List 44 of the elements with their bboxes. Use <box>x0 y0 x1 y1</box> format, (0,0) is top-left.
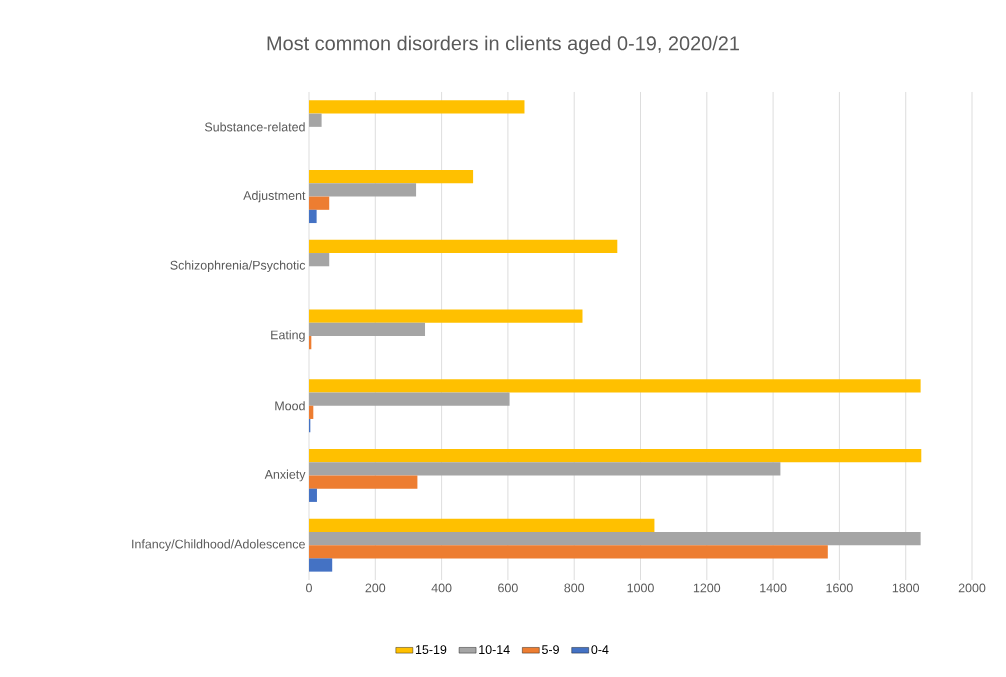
chart-title: Most common disorders in clients aged 0-19, 2020/21 <box>267 35 739 55</box>
bar <box>309 545 828 559</box>
bar <box>309 100 525 114</box>
x-tick-label: 1000 <box>627 583 654 593</box>
bar <box>309 392 510 406</box>
y-tick-label: Adjustment <box>243 190 306 203</box>
bar <box>309 183 417 197</box>
bar <box>309 518 655 532</box>
y-tick-label: Schizophrenia/Psychotic <box>170 260 306 273</box>
legend-label: 0-4 <box>591 645 609 655</box>
bar <box>309 475 418 489</box>
bar <box>309 448 922 463</box>
bar <box>309 253 330 267</box>
y-tick-label: Eating <box>271 330 305 342</box>
bar <box>309 558 333 572</box>
x-tick-label: 800 <box>564 583 585 593</box>
x-tick-label: 400 <box>431 583 452 593</box>
legend-label: 10-14 <box>479 645 510 655</box>
bar <box>309 462 781 476</box>
bar <box>309 113 322 127</box>
y-tick-label: Substance-related <box>204 122 305 132</box>
bar <box>309 322 426 336</box>
bar <box>309 239 618 254</box>
x-tick-label: 1800 <box>892 583 920 593</box>
bar <box>309 209 317 224</box>
y-tick-label: Anxiety <box>264 469 306 482</box>
x-tick-label: 2000 <box>958 583 986 593</box>
bar <box>309 405 314 419</box>
legend-label: 5-9 <box>542 645 559 655</box>
bar <box>309 309 583 323</box>
y-tick-label: Infancy/Childhood/Adolescence <box>132 539 305 551</box>
legend-label: 15-19 <box>415 645 447 655</box>
x-tick-label: 0 <box>306 583 312 593</box>
x-tick-label: 600 <box>498 583 518 593</box>
bar <box>309 196 330 210</box>
x-tick-label: 1600 <box>826 583 853 593</box>
x-tick-label: 1200 <box>693 583 721 593</box>
bar <box>309 488 317 502</box>
x-tick-label: 200 <box>365 583 386 593</box>
bar <box>309 379 921 393</box>
bar <box>309 170 474 184</box>
y-tick-label: Mood <box>275 401 305 411</box>
bar <box>309 531 921 546</box>
x-tick-label: 1400 <box>760 583 787 593</box>
